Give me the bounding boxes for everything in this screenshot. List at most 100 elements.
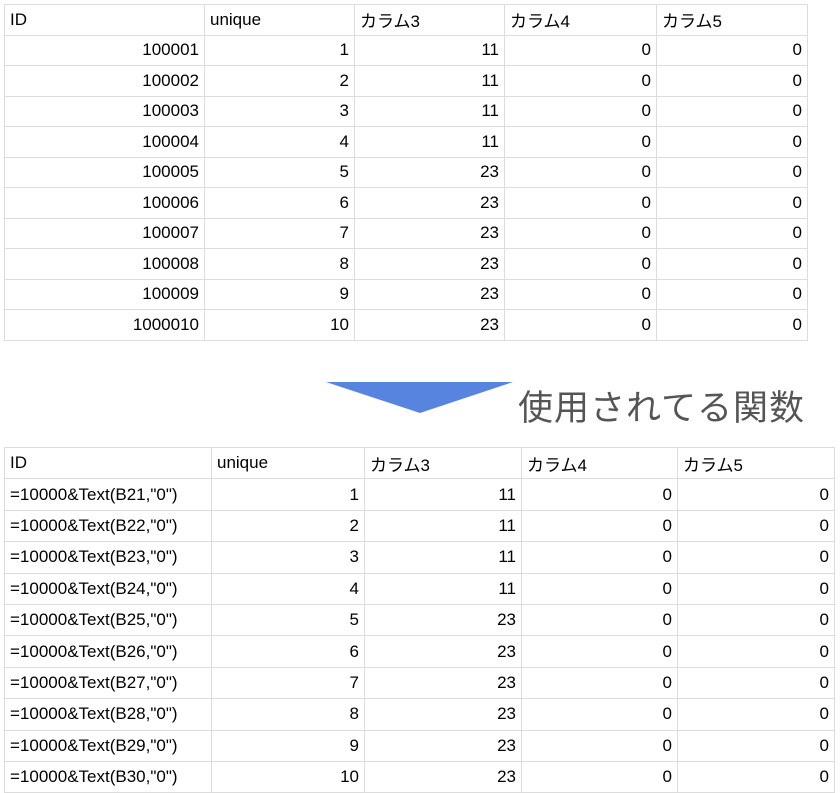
cell-column3[interactable]: 23 <box>354 278 505 310</box>
cell-column5[interactable]: 0 <box>656 217 808 249</box>
cell-column3[interactable]: 11 <box>364 541 522 574</box>
cell-column5[interactable]: 0 <box>677 729 835 762</box>
header-cell-column3[interactable]: カラム3 <box>364 446 522 480</box>
cell-id[interactable]: 100004 <box>4 126 205 158</box>
cell-id[interactable]: =10000&Text(B27,"0") <box>4 666 212 700</box>
cell-column3[interactable]: 11 <box>354 34 505 66</box>
cell-column5[interactable]: 0 <box>677 572 835 605</box>
cell-unique[interactable]: 3 <box>211 541 365 574</box>
cell-unique[interactable]: 2 <box>211 509 365 543</box>
cell-column4[interactable]: 0 <box>521 541 678 574</box>
cell-column5[interactable]: 0 <box>677 666 835 700</box>
cell-column3[interactable]: 23 <box>354 309 505 341</box>
cell-column4[interactable]: 0 <box>504 34 657 66</box>
cell-column5[interactable]: 0 <box>677 541 835 574</box>
cell-column3[interactable]: 23 <box>364 603 522 637</box>
cell-column4[interactable]: 0 <box>504 248 657 280</box>
cell-id[interactable]: =10000&Text(B30,"0") <box>4 760 212 793</box>
cell-column4[interactable]: 0 <box>521 760 678 793</box>
cell-column5[interactable]: 0 <box>656 156 808 188</box>
cell-column5[interactable]: 0 <box>656 248 808 280</box>
cell-column4[interactable]: 0 <box>504 126 657 158</box>
cell-id[interactable]: 100006 <box>4 187 205 219</box>
cell-unique[interactable]: 10 <box>211 760 365 793</box>
cell-column3[interactable]: 23 <box>364 760 522 793</box>
cell-id[interactable]: 100002 <box>4 65 205 97</box>
cell-id[interactable]: 100008 <box>4 248 205 280</box>
cell-column5[interactable]: 0 <box>656 278 808 310</box>
cell-unique[interactable]: 4 <box>211 572 365 605</box>
cell-column4[interactable]: 0 <box>504 65 657 97</box>
header-cell-column5[interactable]: カラム5 <box>677 446 835 480</box>
cell-column3[interactable]: 23 <box>364 635 522 668</box>
cell-id[interactable]: =10000&Text(B21,"0") <box>4 478 212 511</box>
cell-id[interactable]: =10000&Text(B28,"0") <box>4 698 212 731</box>
cell-unique[interactable]: 8 <box>211 698 365 731</box>
header-cell-column3[interactable]: カラム3 <box>354 4 505 36</box>
cell-column3[interactable]: 11 <box>354 95 505 127</box>
cell-column3[interactable]: 11 <box>364 572 522 605</box>
header-cell-column4[interactable]: カラム4 <box>504 4 657 36</box>
cell-column3[interactable]: 11 <box>354 65 505 97</box>
cell-column4[interactable]: 0 <box>504 278 657 310</box>
cell-column4[interactable]: 0 <box>504 187 657 219</box>
cell-column5[interactable]: 0 <box>656 95 808 127</box>
cell-id[interactable]: =10000&Text(B25,"0") <box>4 603 212 637</box>
cell-column3[interactable]: 11 <box>354 126 505 158</box>
cell-column5[interactable]: 0 <box>677 698 835 731</box>
cell-column5[interactable]: 0 <box>677 478 835 511</box>
cell-id[interactable]: 100005 <box>4 156 205 188</box>
cell-unique[interactable]: 10 <box>204 309 355 341</box>
cell-column4[interactable]: 0 <box>504 217 657 249</box>
cell-column5[interactable]: 0 <box>677 603 835 637</box>
cell-unique[interactable]: 5 <box>204 156 355 188</box>
cell-unique[interactable]: 8 <box>204 248 355 280</box>
header-cell-column4[interactable]: カラム4 <box>521 446 678 480</box>
cell-unique[interactable]: 9 <box>204 278 355 310</box>
cell-column5[interactable]: 0 <box>656 34 808 66</box>
header-cell-column5[interactable]: カラム5 <box>656 4 808 36</box>
cell-unique[interactable]: 4 <box>204 126 355 158</box>
header-cell-id[interactable]: ID <box>4 446 212 480</box>
cell-unique[interactable]: 3 <box>204 95 355 127</box>
cell-column5[interactable]: 0 <box>656 309 808 341</box>
cell-column3[interactable]: 23 <box>364 729 522 762</box>
cell-id[interactable]: 100009 <box>4 278 205 310</box>
cell-column3[interactable]: 23 <box>354 217 505 249</box>
cell-column4[interactable]: 0 <box>521 729 678 762</box>
cell-column3[interactable]: 23 <box>354 248 505 280</box>
cell-column3[interactable]: 23 <box>354 187 505 219</box>
cell-column5[interactable]: 0 <box>677 760 835 793</box>
header-cell-unique[interactable]: unique <box>204 4 355 36</box>
cell-id[interactable]: 100007 <box>4 217 205 249</box>
cell-column4[interactable]: 0 <box>521 635 678 668</box>
cell-id[interactable]: =10000&Text(B29,"0") <box>4 729 212 762</box>
cell-unique[interactable]: 1 <box>211 478 365 511</box>
cell-column4[interactable]: 0 <box>521 478 678 511</box>
header-cell-id[interactable]: ID <box>4 4 205 36</box>
cell-column5[interactable]: 0 <box>656 126 808 158</box>
cell-column5[interactable]: 0 <box>677 635 835 668</box>
cell-unique[interactable]: 1 <box>204 34 355 66</box>
cell-column4[interactable]: 0 <box>521 603 678 637</box>
cell-id[interactable]: =10000&Text(B23,"0") <box>4 541 212 574</box>
cell-column3[interactable]: 11 <box>364 509 522 543</box>
cell-id[interactable]: =10000&Text(B22,"0") <box>4 509 212 543</box>
cell-unique[interactable]: 7 <box>204 217 355 249</box>
cell-unique[interactable]: 6 <box>204 187 355 219</box>
cell-id[interactable]: =10000&Text(B24,"0") <box>4 572 212 605</box>
cell-unique[interactable]: 5 <box>211 603 365 637</box>
cell-column3[interactable]: 23 <box>364 698 522 731</box>
cell-column4[interactable]: 0 <box>504 156 657 188</box>
cell-id[interactable]: 100001 <box>4 34 205 66</box>
cell-column4[interactable]: 0 <box>521 698 678 731</box>
cell-column4[interactable]: 0 <box>521 666 678 700</box>
cell-unique[interactable]: 2 <box>204 65 355 97</box>
cell-column4[interactable]: 0 <box>504 309 657 341</box>
cell-unique[interactable]: 7 <box>211 666 365 700</box>
header-cell-unique[interactable]: unique <box>211 446 365 480</box>
cell-column5[interactable]: 0 <box>677 509 835 543</box>
cell-id[interactable]: 100003 <box>4 95 205 127</box>
cell-unique[interactable]: 9 <box>211 729 365 762</box>
cell-column4[interactable]: 0 <box>521 572 678 605</box>
